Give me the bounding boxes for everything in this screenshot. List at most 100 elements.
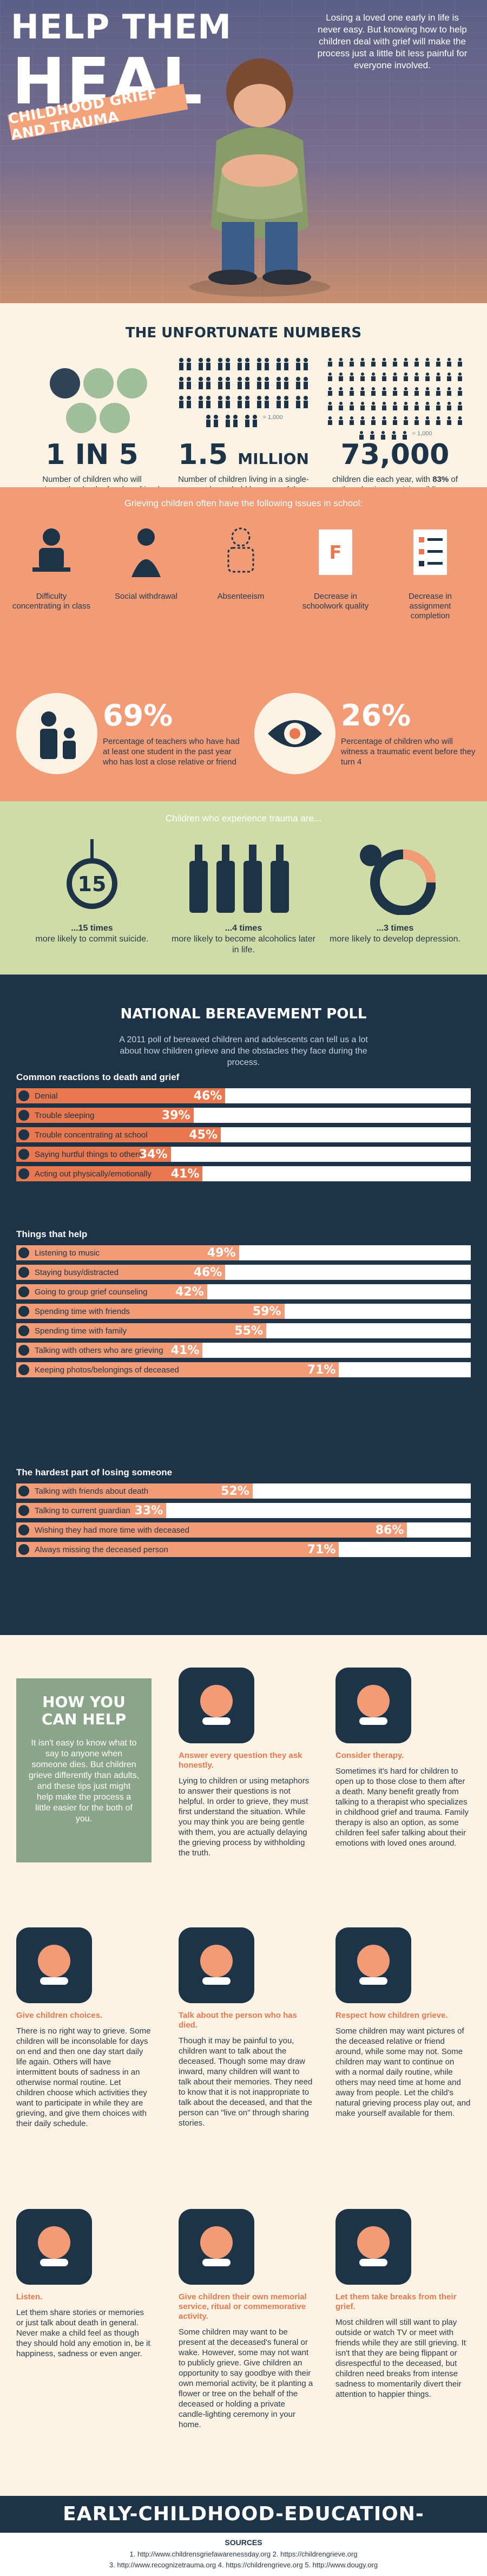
child-icon [326,372,334,384]
child-icon [326,401,334,414]
absent-student-icon [227,527,254,573]
bar-label: Trouble sleeping [35,1111,95,1120]
child-icon [413,416,420,428]
child-icon [413,372,420,384]
child-icon [435,416,442,428]
help-tip: Consider therapy. Sometimes it's hard for… [335,1668,471,1848]
bar-value: 41% [170,1344,200,1357]
poll-bar-row: Denial 46% [16,1088,471,1104]
badge-15: 15 [78,872,107,896]
child-icon [380,372,388,384]
site-name[interactable]: EARLY-CHILDHOOD-EDUCATION-DEGREES.COM [0,2496,487,2562]
bar-value: 71% [307,1543,336,1557]
poll-bar-row: Keeping photos/belongings of deceased 71% [16,1362,471,1378]
child-icon [391,401,399,414]
icon-legend: = 1,000 [412,430,432,437]
stat-unit: MILLION [238,450,309,468]
family-icon [235,357,252,374]
family-icon [196,395,213,412]
trauma-section: Children who experience trauma are... 15… [0,801,487,975]
bar-label: Spending time with family [35,1326,127,1336]
trauma-value: ...15 times [71,924,113,933]
stat-description: Percentage of teachers who have had at l… [103,737,240,767]
trauma-desc: more likely to commit suicide. [35,934,149,944]
hot-air-balloon-icon [335,2209,411,2285]
child-icon [348,387,356,399]
child-icon [424,387,431,399]
unfortunate-numbers-section: THE UNFORTUNATE NUMBERS 1 IN 5 Number of… [0,303,487,505]
poll-group-heading: Things that help [16,1229,88,1239]
child-icon [435,387,442,399]
teacher-stat: 69% Percentage of teachers who have had … [11,693,249,785]
poll-bar-row: Saying hurtful things to others 34% [16,1147,471,1163]
eye-icon [254,693,335,774]
intro-text: Losing a loved one early in life is neve… [317,12,468,70]
sources-line-1[interactable]: 1. http://www.childrensgriefawarenessday… [129,2550,358,2558]
teacher-student-icon [16,693,97,774]
school-issues-section: Grieving children often have the followi… [0,487,487,801]
reaction-icon [18,1090,29,1101]
child-icon [337,387,345,399]
family-icon [243,414,259,431]
bar-fill [16,1166,203,1181]
trauma-alcohol: ...4 times more likely to become alcoholi… [168,839,319,956]
reaction-icon [18,1544,29,1555]
footer: EARLY-CHILDHOOD-EDUCATION-DEGREES.COM SO… [0,2496,487,2576]
family-icon [274,376,291,393]
bar-label: Acting out physically/emotionally [35,1169,152,1179]
child-icon [402,416,410,428]
family-icon [255,357,271,374]
reaction-icon [18,1247,29,1258]
family-icon [294,357,310,374]
stat-value: 73,000 [340,439,450,471]
family-icon [235,395,252,412]
checklist-icon [413,529,447,575]
poll-group-heading: Common reactions to death and grief [16,1072,180,1082]
child-icon [359,401,366,414]
child-icon [445,387,453,399]
talking-heads-icon [179,1927,254,2003]
help-title: HOW YOU CAN HELP [41,1693,127,1728]
poll-bar-row: Staying busy/distracted 46% [16,1265,471,1281]
trauma-lead: Children who experience trauma are... [165,813,322,823]
poll-lead: A 2011 poll of bereaved children and ado… [119,1035,368,1067]
child-icon [348,416,356,428]
sad-child-illustration [189,58,330,297]
bar-label: Saying hurtful things to others [35,1150,142,1159]
bar-label: Trouble concentrating at school [35,1130,148,1140]
poll-bar-row: Wishing they had more time with deceased… [16,1522,471,1539]
child-icon [435,401,442,414]
poll-group: The hardest part of losing someone Talkin… [16,1467,471,1561]
child-icon [391,357,399,370]
stat-value: 69% [103,698,173,733]
tip-body: Most children will still want to play ou… [335,2318,466,2399]
trauma-label: ...4 times more likely to become alcoholi… [168,923,319,956]
child-icon [445,401,453,414]
child-icon [368,430,376,443]
bar-fill [16,1503,167,1518]
sources-line-2[interactable]: 3. http://www.recognizetrauma.org 4. htt… [109,2561,378,2569]
child-icon [391,387,399,399]
tip-heading: Let them take breaks from their grief. [335,2292,457,2311]
bar-fill [16,1542,339,1557]
child-icon [390,430,398,443]
child-icon [370,372,377,384]
poll-bar-row: Listening to music 49% [16,1245,471,1261]
tip-heading: Give children choices. [16,2011,103,2020]
child-icon [456,357,464,370]
poll-bar-row: Trouble concentrating at school 45% [16,1127,471,1143]
poll-bar-row: Spending time with friends 59% [16,1304,471,1320]
bar-value: 33% [134,1504,163,1518]
stat-value: 26% [341,698,411,733]
poll-bar-row: Acting out physically/emotionally 41% [16,1166,471,1182]
withdrawn-person-icon [131,528,161,577]
child-icon [348,357,356,370]
family-icon [235,376,252,393]
issue-withdrawal: Social withdrawal [106,525,187,601]
help-tip: Answer every question they ask honestly.… [179,1668,314,1858]
child-icon [435,357,442,370]
family-icon [223,414,240,431]
flower-plant-icon [179,2209,254,2285]
poll-group-heading: The hardest part of losing someone [16,1467,173,1477]
tip-body: Some children may want pictures of the d… [335,2026,471,2118]
